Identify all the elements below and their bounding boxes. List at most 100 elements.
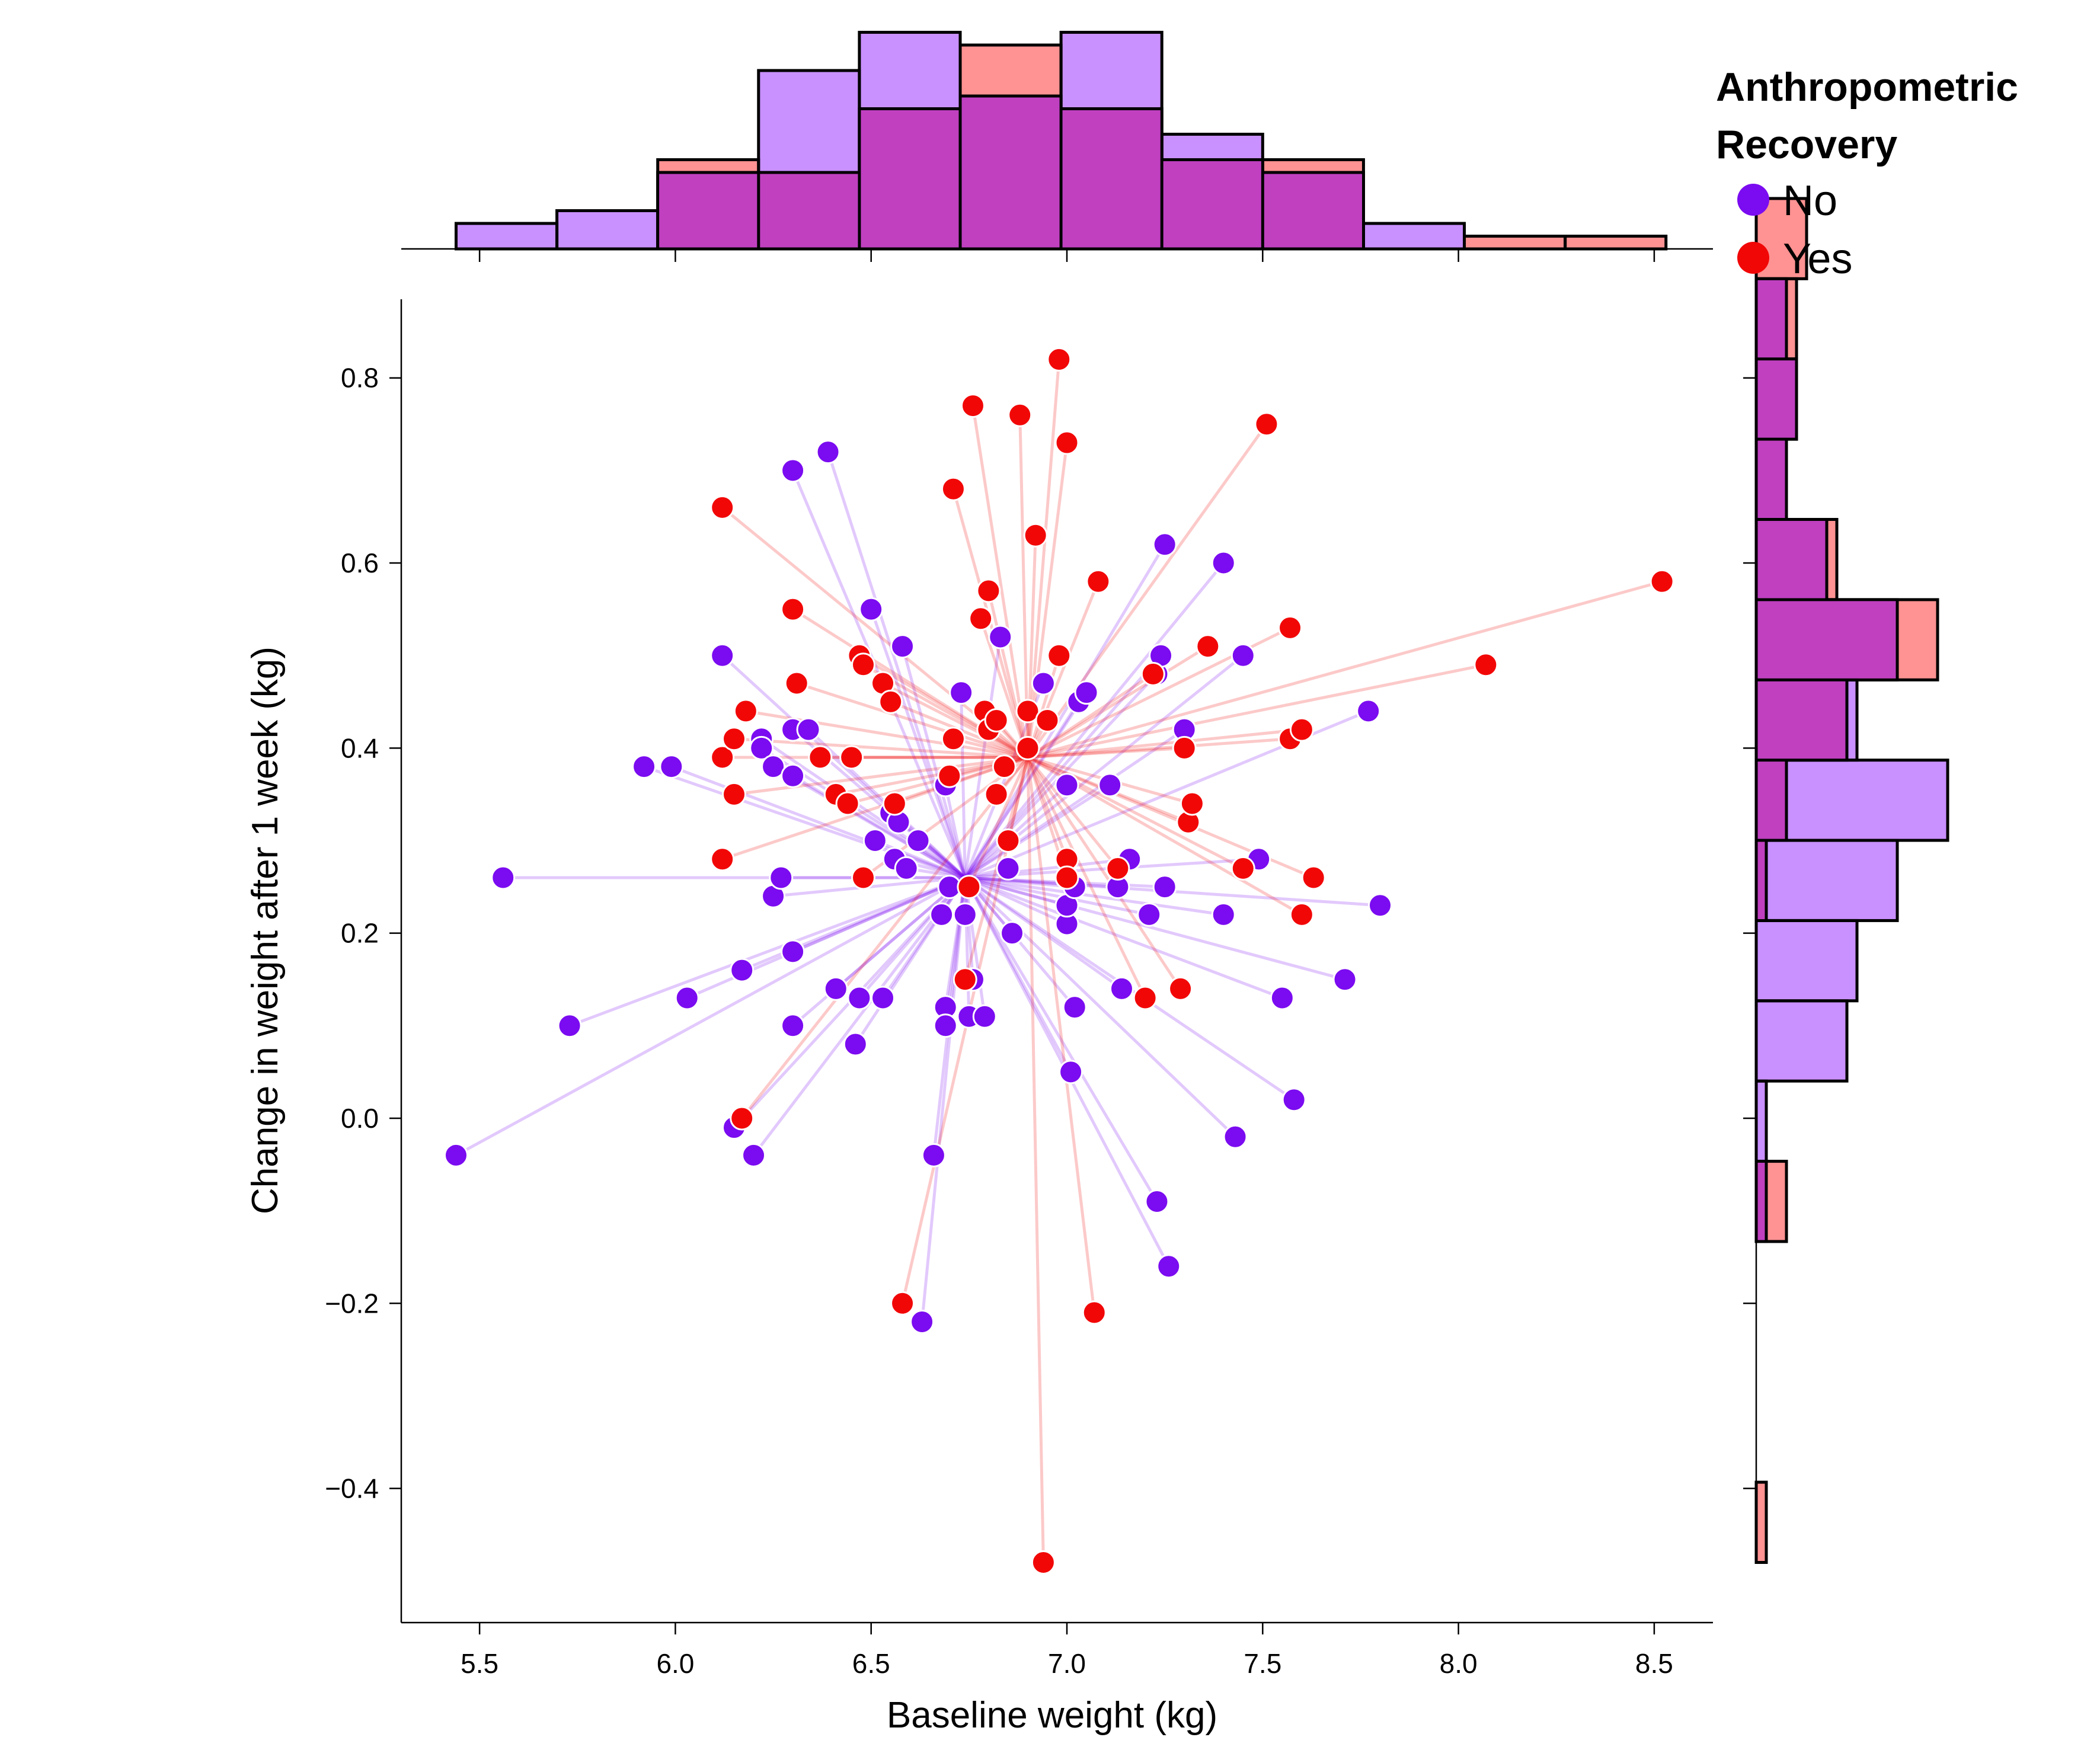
y-tick-label-3: 0.2 xyxy=(341,918,379,949)
point-yes-44 xyxy=(1082,1300,1107,1325)
right-hist-bar-no-5 xyxy=(1756,1081,1766,1162)
x-tick-label-0: 5.5 xyxy=(461,1648,498,1679)
point-yes-35 xyxy=(1015,735,1040,760)
point-yes-33 xyxy=(996,828,1021,853)
point-no-3 xyxy=(632,754,657,779)
point-no-38 xyxy=(933,1013,958,1038)
point-no-66 xyxy=(1152,875,1177,900)
right-hist-overlap-15 xyxy=(1757,280,1785,358)
connector-line-yes-46 xyxy=(1027,756,1119,869)
right-hist-overlap-9 xyxy=(1757,762,1785,839)
point-yes-15 xyxy=(851,865,876,890)
point-no-61 xyxy=(1137,902,1162,927)
point-no-33 xyxy=(906,828,931,853)
point-yes-17 xyxy=(878,689,903,714)
point-no-20 xyxy=(796,717,821,742)
point-yes-55 xyxy=(1254,412,1279,437)
y-tick-label-5: 0.6 xyxy=(341,548,379,578)
point-no-4 xyxy=(659,754,684,779)
connector-line-no-0 xyxy=(455,876,966,1157)
point-no-6 xyxy=(710,643,735,668)
point-no-22 xyxy=(823,976,848,1001)
connector-line-no-37 xyxy=(944,877,967,1007)
point-no-47 xyxy=(1000,921,1025,946)
connector-line-no-40 xyxy=(960,692,967,878)
point-no-0 xyxy=(443,1143,468,1167)
point-no-48 xyxy=(1031,671,1056,696)
point-no-75 xyxy=(1281,1087,1306,1112)
point-yes-21 xyxy=(941,476,966,501)
point-yes-46 xyxy=(1105,856,1130,881)
point-yes-63 xyxy=(1031,1550,1056,1575)
connector-line-no-36 xyxy=(944,785,967,878)
point-no-53 xyxy=(1062,995,1087,1020)
point-yes-58 xyxy=(1289,717,1314,742)
connector-line-yes-33 xyxy=(1006,757,1030,842)
connector-line-yes-5 xyxy=(740,756,1029,1119)
x-axis-title: Baseline weight (kg) xyxy=(887,1695,1217,1736)
legend-title-line-1: Recovery xyxy=(1716,122,1897,167)
legend: Anthropometric Recovery No Yes xyxy=(1716,65,2018,283)
connector-line-no-76 xyxy=(964,876,1345,981)
point-yes-39 xyxy=(1047,347,1072,372)
point-yes-49 xyxy=(1168,976,1193,1001)
point-no-77 xyxy=(1356,699,1381,724)
connector-line-yes-58 xyxy=(1027,728,1302,759)
point-yes-4 xyxy=(722,782,747,807)
top-hist-overlap-6 xyxy=(1062,110,1161,248)
point-yes-41 xyxy=(1054,430,1079,455)
y-tick-label-0: −0.4 xyxy=(325,1473,379,1504)
point-no-27 xyxy=(871,986,896,1010)
point-no-71 xyxy=(1223,1124,1248,1149)
connector-line-yes-49 xyxy=(1026,756,1182,990)
right-hist-overlap-4 xyxy=(1757,1163,1765,1240)
connector-line-no-54 xyxy=(965,876,1075,889)
point-yes-43 xyxy=(1054,865,1079,890)
point-yes-22 xyxy=(941,727,966,751)
connector-line-no-60 xyxy=(964,858,1130,879)
right-marginal-histogram xyxy=(1743,197,1949,1564)
point-yes-14 xyxy=(851,652,876,677)
connector-line-no-52 xyxy=(964,876,1072,1073)
point-yes-61 xyxy=(1473,652,1498,677)
point-no-51 xyxy=(1054,773,1079,798)
connector-line-no-57 xyxy=(964,783,1111,879)
connector-line-no-49 xyxy=(964,876,1068,926)
point-yes-59 xyxy=(1289,902,1314,927)
point-yes-47 xyxy=(1133,986,1158,1010)
connector-line-no-56 xyxy=(964,692,1088,879)
top-hist-bar-yes-11 xyxy=(1565,236,1666,249)
top-hist-overlap-2 xyxy=(659,174,757,248)
point-yes-40 xyxy=(1047,643,1072,668)
point-yes-23 xyxy=(952,967,977,992)
point-no-32 xyxy=(894,856,919,881)
connector-line-no-45 xyxy=(963,636,1002,878)
right-hist-overlap-11 xyxy=(1757,601,1896,679)
point-yes-36 xyxy=(1015,699,1040,724)
connector-line-no-71 xyxy=(964,876,1236,1138)
connector-line-yes-25 xyxy=(971,405,1030,758)
point-yes-3 xyxy=(722,727,747,751)
connector-line-no-9 xyxy=(752,876,967,1156)
connector-line-yes-62 xyxy=(1027,580,1663,759)
right-hist-bar-no-8 xyxy=(1756,840,1897,921)
connector-line-yes-2 xyxy=(721,756,1028,861)
connector-line-yes-4 xyxy=(734,756,1028,796)
point-no-57 xyxy=(1098,773,1123,798)
connector-line-yes-42 xyxy=(1026,757,1069,860)
point-no-62 xyxy=(1145,1189,1169,1214)
point-no-74 xyxy=(1270,986,1294,1010)
right-hist-outline-yes-4 xyxy=(1754,1160,1788,1243)
point-yes-52 xyxy=(1180,791,1204,816)
point-yes-31 xyxy=(984,708,1009,732)
axes: 5.5 6.0 6.5 7.0 7.5 8.0 8.5 −0.4 −0.2 0.0 0.2 0.4 0.… xyxy=(325,299,1713,1679)
point-yes-28 xyxy=(976,578,1001,603)
point-yes-38 xyxy=(1035,708,1060,732)
point-no-52 xyxy=(1059,1060,1083,1084)
connector-line-no-15 xyxy=(792,775,966,879)
right-hist-overlap-10 xyxy=(1757,681,1846,759)
y-axis-title: Change in weight after 1 week (kg) xyxy=(245,647,286,1214)
connector-line-no-58 xyxy=(965,876,1118,889)
point-no-9 xyxy=(741,1143,766,1167)
connector-line-yes-57 xyxy=(1027,737,1290,759)
